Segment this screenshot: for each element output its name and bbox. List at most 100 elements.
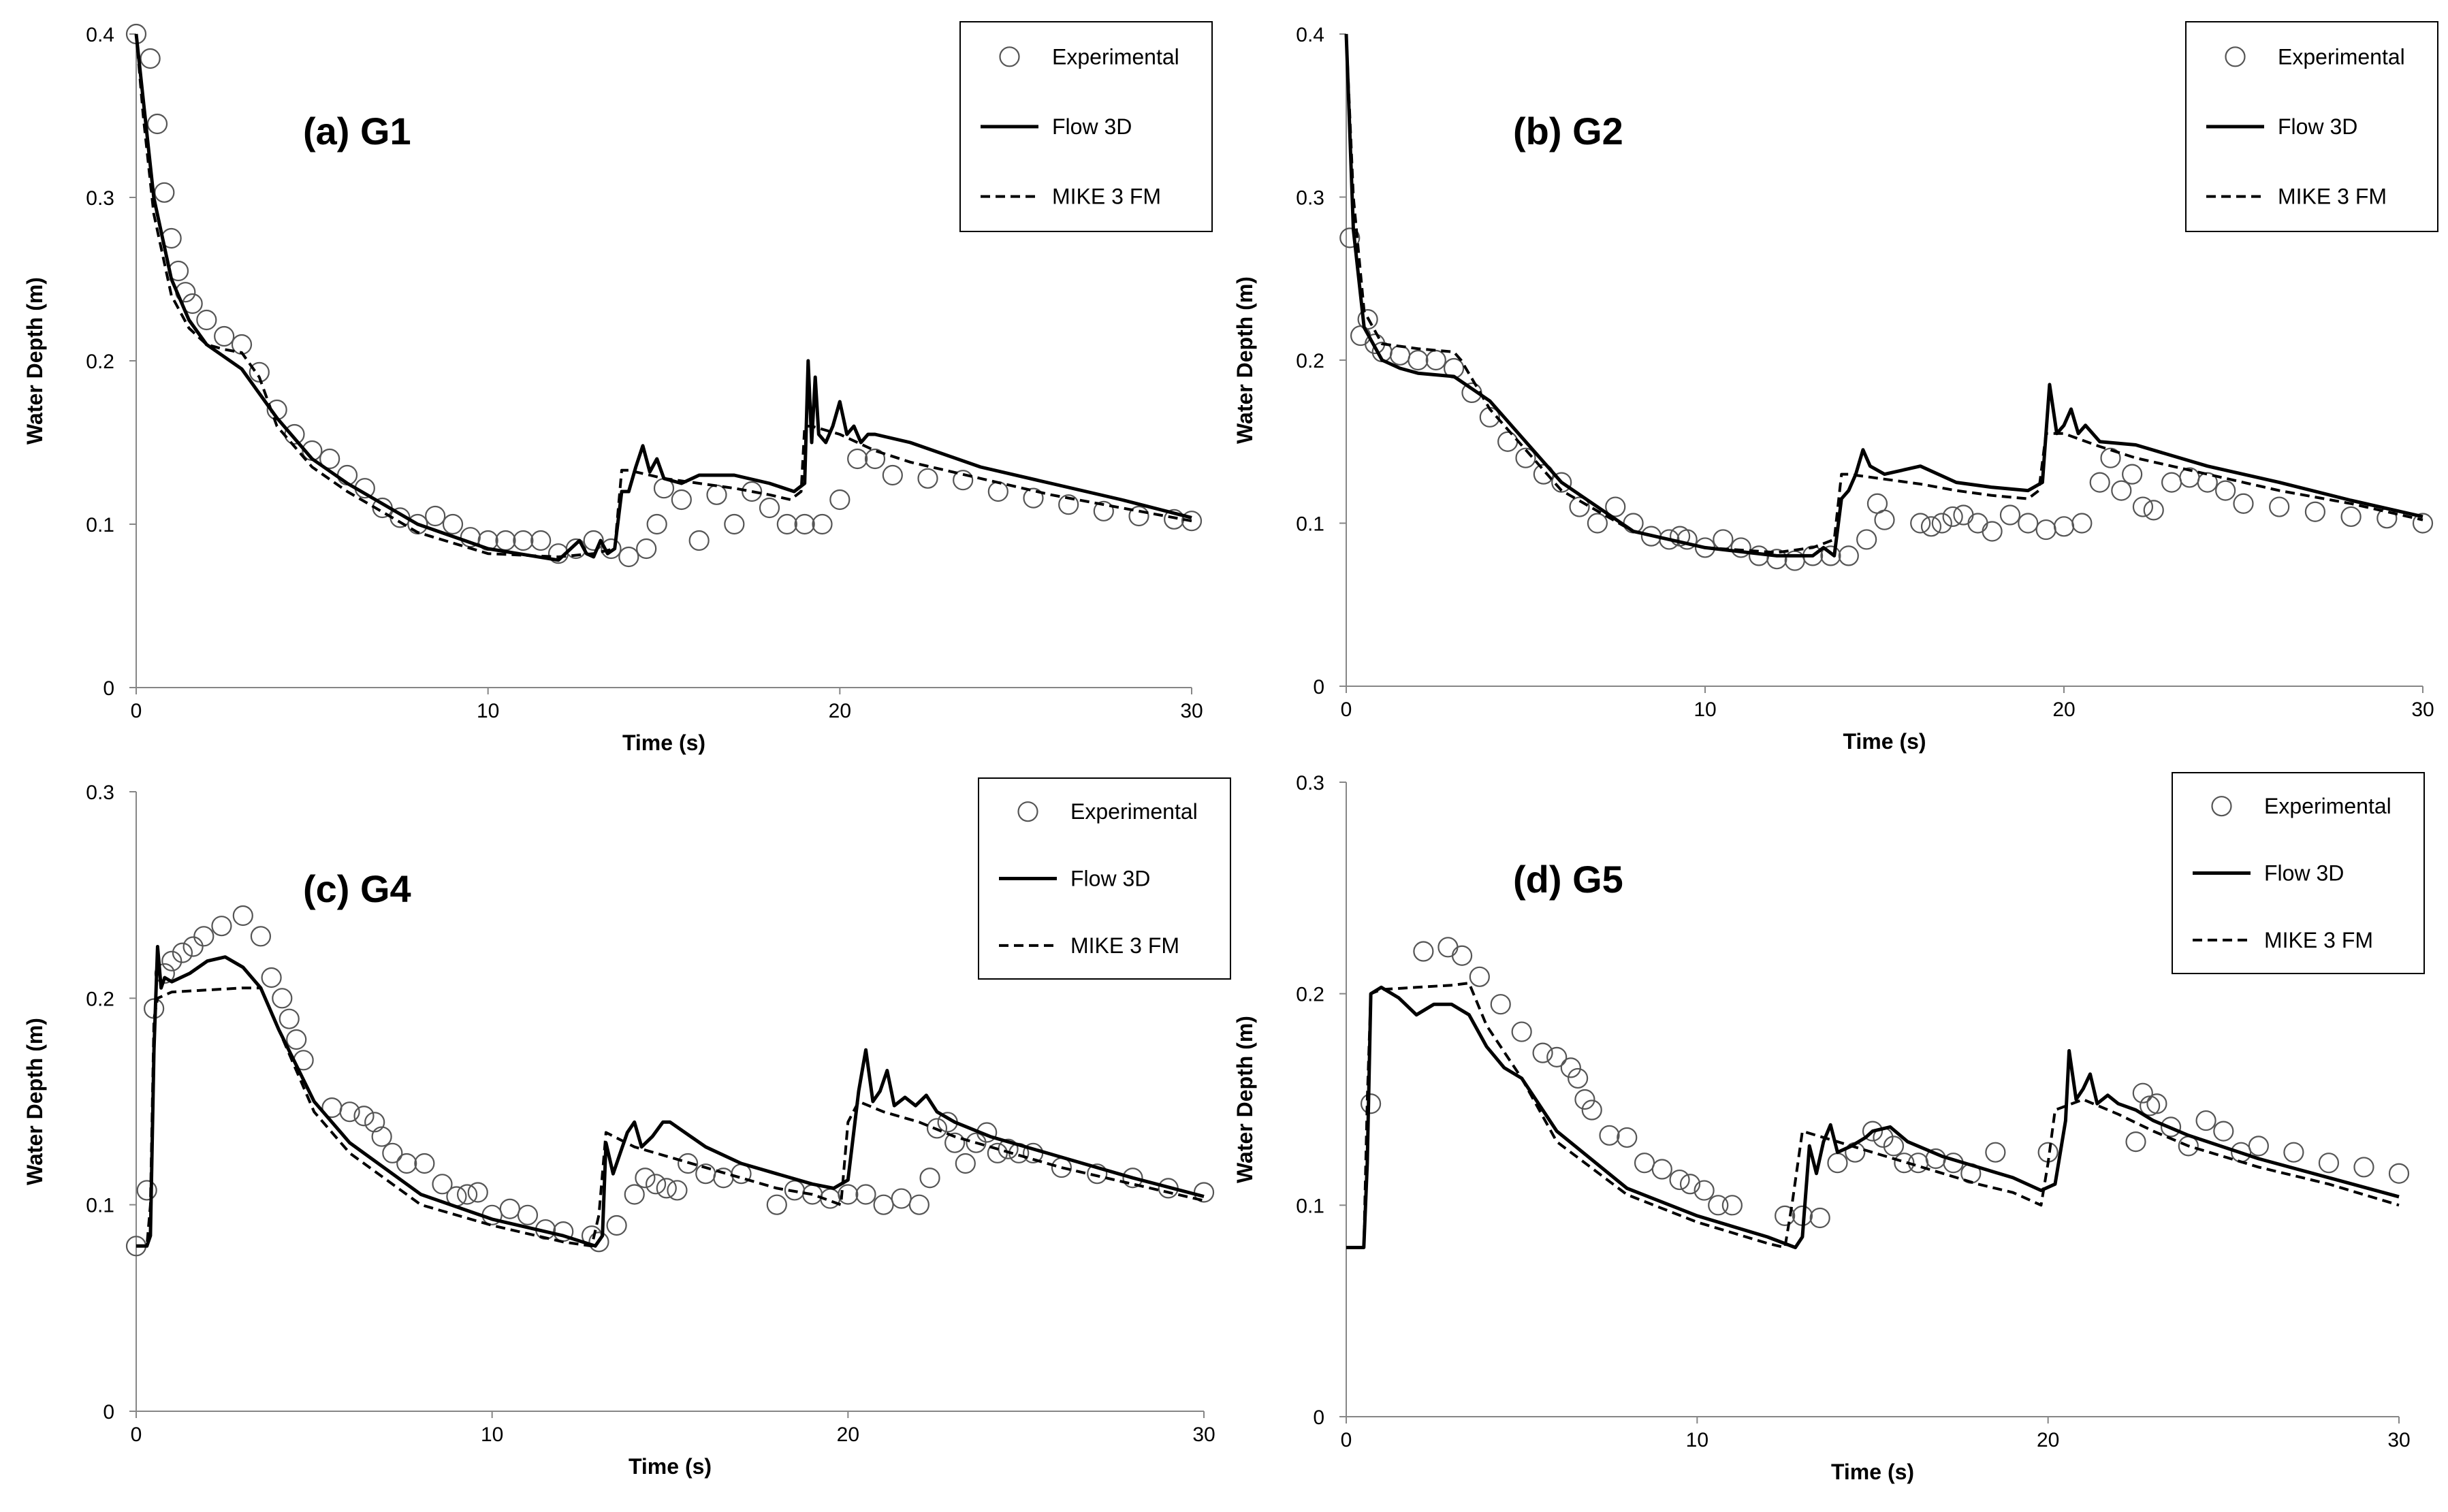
data-point-experimental [794,513,815,535]
data-point-experimental [864,448,886,470]
data-point-experimental [1515,447,1536,468]
data-point-experimental [382,1142,403,1163]
data-point-experimental [1511,1021,1532,1042]
data-point-experimental [1599,1125,1620,1146]
legend-marker-experimental [2211,796,2232,817]
legend-label-mike-3-fm: MIKE 3 FM [1052,184,1161,209]
series-line-flow-3d [1344,33,2423,558]
x-tick-label: 0 [131,700,142,722]
panel-label: (b) G2 [1513,110,1623,152]
chart-panel-g2: 0 0.1 0.2 0.3 0.4 0 10 20 30 Time (s) Water Depth … [1233,21,2438,754]
legend-label-flow-3d: Flow 3D [1070,867,1150,891]
data-point-experimental [182,936,204,957]
legend-label-experimental: Experimental [1052,44,1179,69]
data-point-experimental [953,470,974,491]
data-point-experimental [414,1153,435,1174]
x-axis-title: Time (s) [1843,729,1926,754]
data-point-experimental [2146,1093,2167,1114]
data-point-experimental [161,950,182,971]
data-point-experimental [2412,513,2434,534]
legend-label-experimental: Experimental [2264,794,2391,818]
data-point-experimental [1451,945,1473,966]
data-point-experimental [2353,1157,2374,1178]
data-point-experimental [339,1101,360,1123]
chart-panel-g5: 0 0.1 0.2 0.3 0 10 20 30 Time (s) Water Depth (m)… [1233,772,2425,1484]
data-point-experimental [2125,1131,2146,1153]
data-point-experimental [2318,1153,2340,1174]
data-point-experimental [1413,941,1434,962]
y-tick-label: 0.1 [1296,1195,1324,1217]
data-point-experimental [678,1153,699,1174]
y-tick-label: 0.1 [1296,513,1324,536]
data-point-experimental [882,464,903,486]
data-point-experimental [1357,309,1378,330]
data-point-experimental [645,1174,667,1195]
data-point-experimental [1128,505,1149,527]
data-point-experimental [499,1198,520,1219]
legend: Experimental Flow 3D MIKE 3 FM [2172,772,2425,974]
data-point-experimental [2269,496,2290,517]
data-point-experimental [873,1194,894,1215]
chart-panel-g1: 0 0.1 0.2 0.3 0.4 0 10 20 30 Time (s) Water Depth … [22,21,1213,755]
data-point-experimental [2233,493,2254,514]
legend-label-experimental: Experimental [2278,44,2405,69]
data-point-experimental [136,1180,157,1201]
panel-label: (d) G5 [1513,858,1623,901]
panel-label: (c) G4 [303,867,411,910]
data-point-experimental [1862,1121,1883,1142]
data-point-experimental [353,1106,375,1127]
data-point-experimental [919,1168,940,1189]
data-point-experimental [2143,500,2164,521]
data-point-experimental [636,538,657,560]
data-point-experimental [1587,513,1608,534]
data-point-experimental [1838,545,1859,566]
panel-label: (a) G1 [303,110,411,152]
legend-label-flow-3d: Flow 3D [2264,861,2344,886]
data-point-experimental [2122,464,2143,485]
y-tick-label: 0.4 [1296,24,1324,46]
x-tick-label: 10 [1686,1429,1708,1451]
data-point-experimental [1874,509,1895,530]
data-point-experimental [742,481,763,502]
data-point-experimental [1469,966,1490,987]
y-tick-label: 0.2 [86,351,114,373]
data-point-experimental [2195,1110,2216,1131]
data-point-experimental [1581,1099,1602,1121]
data-point-experimental [646,513,667,535]
data-point-experimental [2100,447,2121,468]
data-point-experimental [1766,549,1787,570]
data-point-experimental [2161,472,2182,493]
data-point-experimental [2132,1082,2153,1104]
y-tick-label: 0.1 [86,1195,114,1217]
data-point-experimental [624,1184,645,1205]
data-point-experimental [2248,1136,2269,1157]
data-point-experimental [249,361,270,383]
data-point-experimental [1122,1168,1143,1189]
data-point-experimental [891,1188,912,1209]
y-tick-label: 0.3 [86,782,114,804]
data-point-experimental [261,967,282,988]
data-point-experimental [1679,1174,1701,1195]
x-tick-label: 20 [2037,1429,2059,1451]
series-line-flow-3d [1346,985,2400,1249]
data-point-experimental [214,325,235,347]
data-point-experimental [1775,1205,1796,1226]
data-point-experimental [2213,1121,2234,1142]
data-point-experimental [2388,1163,2410,1184]
data-point-experimental [211,916,232,937]
data-point-experimental [1617,1127,1638,1148]
data-point-experimental [517,1204,539,1225]
data-point-experimental [855,1184,876,1205]
data-point-experimental [1999,504,2021,526]
x-tick-label: 30 [1192,1423,1215,1446]
y-tick-label: 0 [103,677,114,700]
data-point-experimental [1569,496,1590,517]
data-point-experimental [1605,496,1626,517]
series-line-mike-3-fm [1346,982,2400,1249]
data-point-experimental [1659,529,1680,550]
y-axis-title: Water Depth (m) [1233,1016,1257,1183]
data-point-experimental [146,113,168,135]
data-point-experimental [172,942,193,963]
data-point-experimental [766,1194,787,1215]
